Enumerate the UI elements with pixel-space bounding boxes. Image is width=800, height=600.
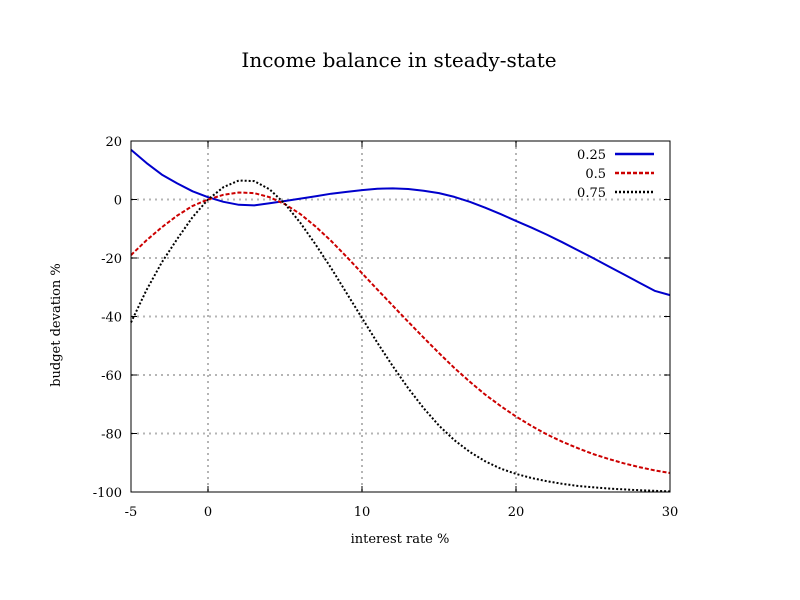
series-line-0.25 xyxy=(130,149,671,297)
y-tick-label: -40 xyxy=(101,311,122,326)
chart-title: Income balance in steady-state xyxy=(241,48,556,72)
series-line-0.75 xyxy=(130,179,671,493)
y-axis-label: budget devation % xyxy=(49,263,64,387)
y-tick-label: 20 xyxy=(105,135,122,150)
y-tick-label: -80 xyxy=(101,428,122,443)
y-tick-label: -100 xyxy=(93,486,122,501)
legend-label: 0.75 xyxy=(577,186,606,201)
y-tick-label: -60 xyxy=(101,369,122,384)
x-axis-label: interest rate % xyxy=(351,532,450,547)
legend-label: 0.5 xyxy=(585,167,606,182)
axis-ticks: -5 0 10 20 30 20 0 -20 -40 -60 -80 -100 xyxy=(93,135,678,520)
y-tick-label: -20 xyxy=(101,252,122,267)
x-tick-label: 10 xyxy=(354,505,371,520)
x-tick-label: -5 xyxy=(125,505,138,520)
series-line-0.5 xyxy=(130,191,671,474)
x-tick-label: 30 xyxy=(662,505,679,520)
legend-label: 0.25 xyxy=(577,148,606,163)
x-tick-label: 0 xyxy=(204,505,212,520)
plot-series xyxy=(130,149,671,493)
y-tick-label: 0 xyxy=(114,194,122,209)
legend: 0.25 0.5 0.75 xyxy=(577,148,654,201)
x-tick-label: 20 xyxy=(508,505,525,520)
